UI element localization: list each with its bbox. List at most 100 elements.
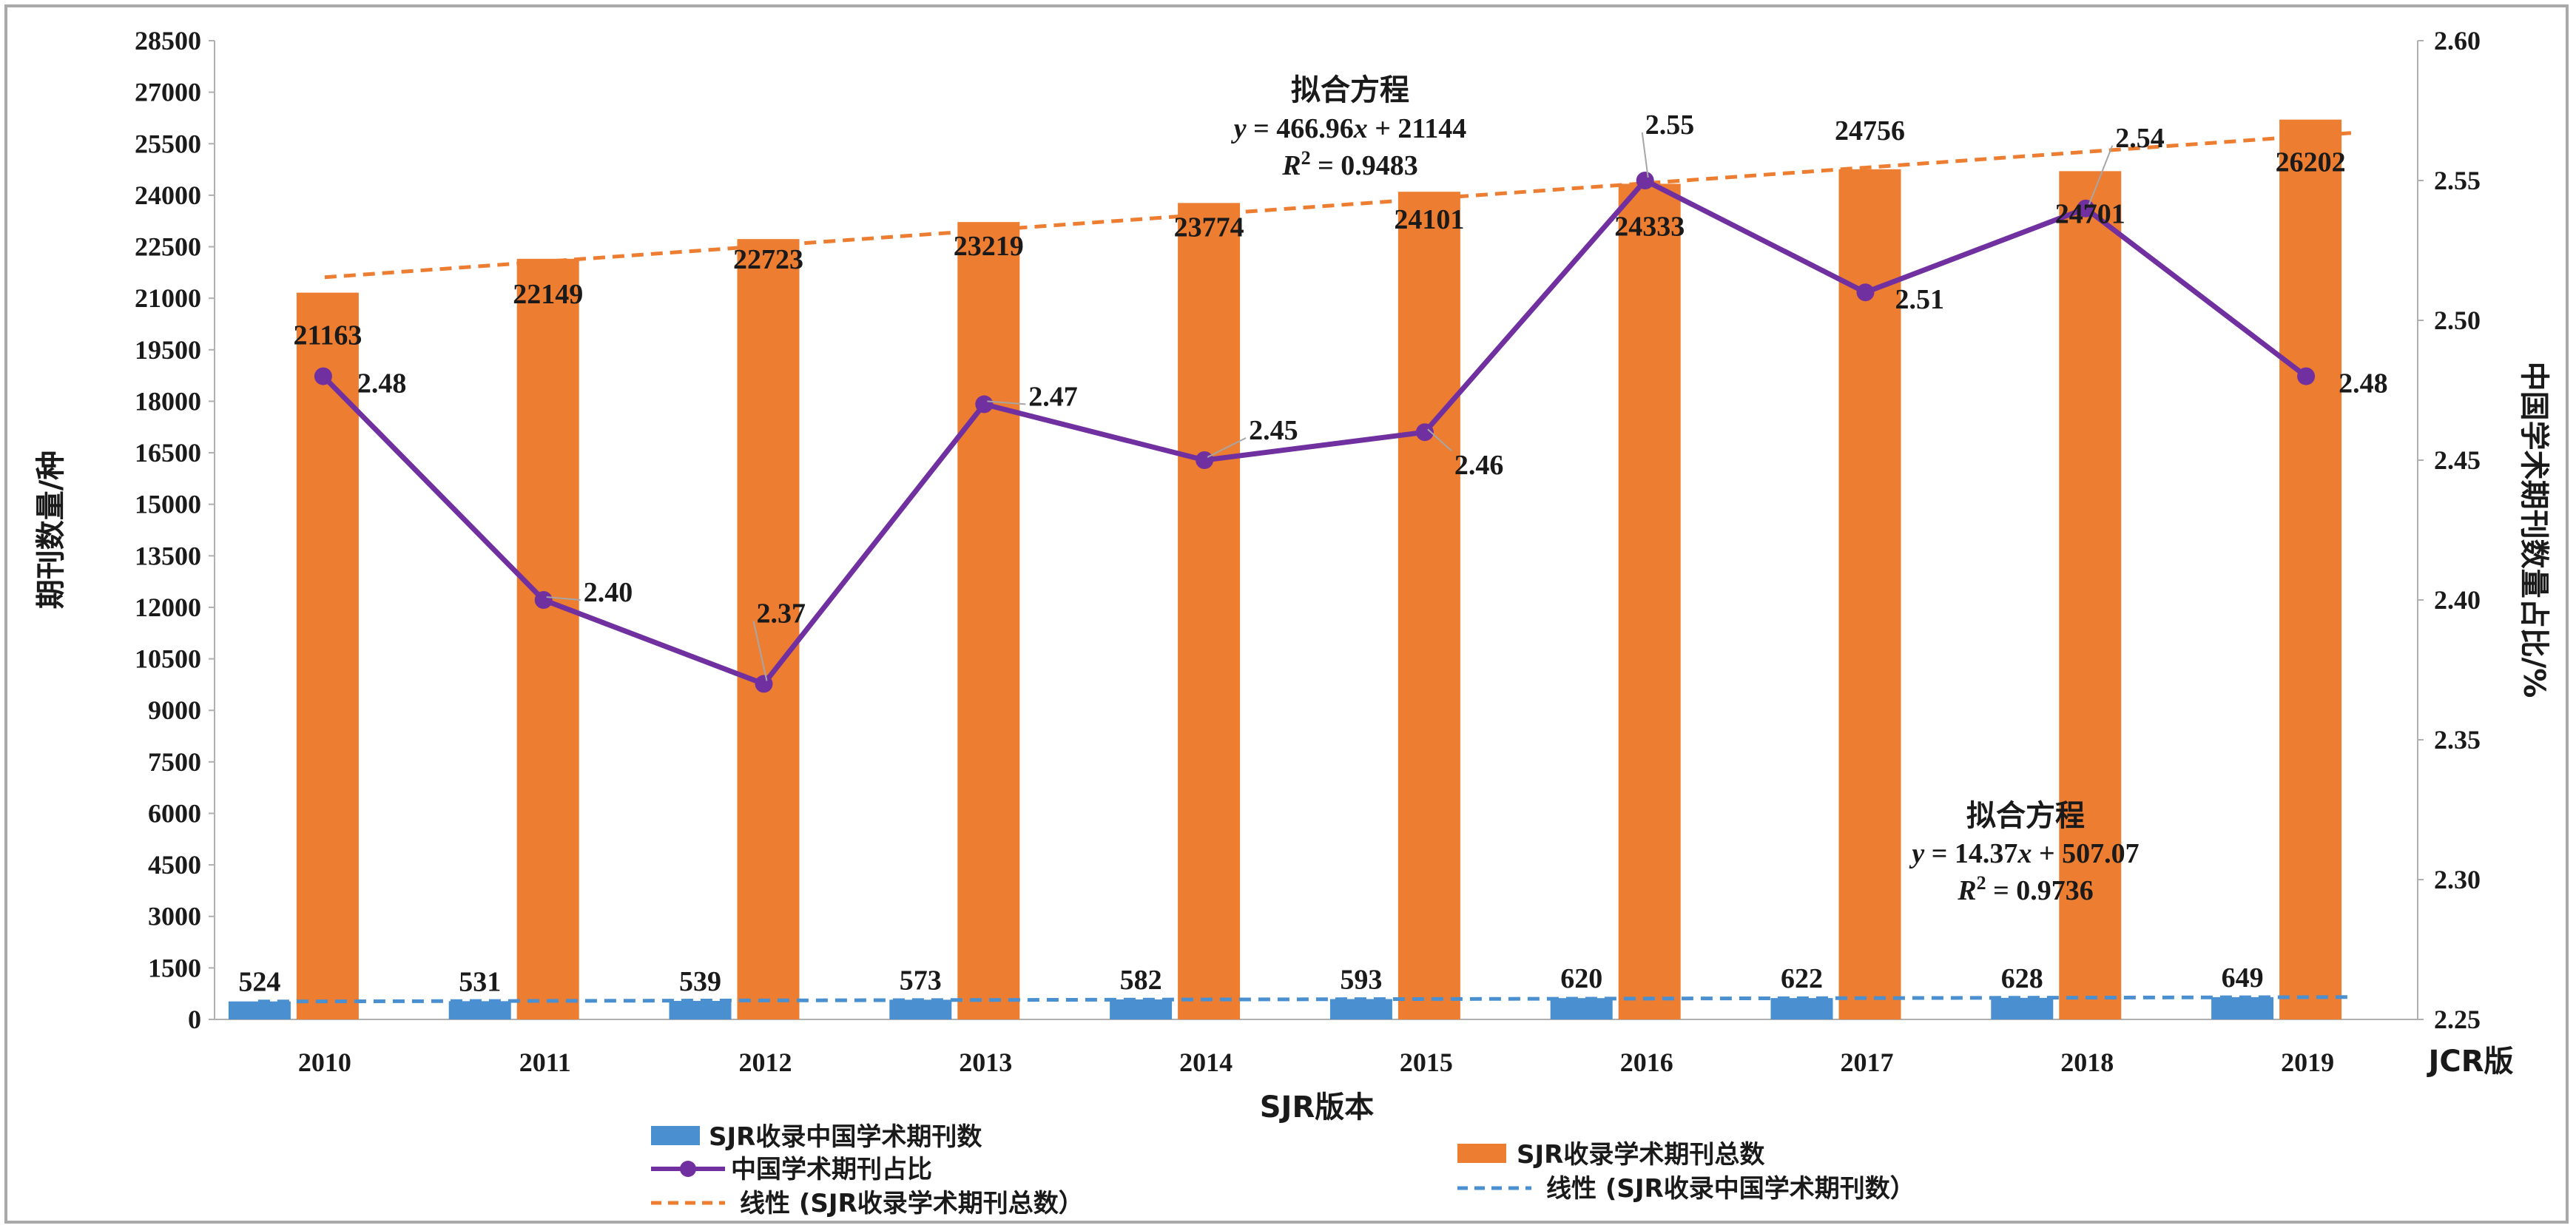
bar-china — [1770, 998, 1833, 1019]
y-tick-label: 16500 — [135, 438, 201, 468]
x-tick-label: 2015 — [1400, 1048, 1453, 1077]
y2-tick-label: 2.50 — [2434, 306, 2481, 335]
y-tick-label: 28500 — [135, 26, 201, 55]
data-label-ratio: 2.48 — [357, 368, 407, 399]
china-fit-annotation: 拟合方程 y = 14.37x + 507.07 R2 = 0.9736 — [1909, 799, 2139, 906]
y-axis-title: 期刊数量/种 — [34, 451, 68, 610]
y2-tick-label: 2.25 — [2434, 1005, 2481, 1034]
data-label-ratio: 2.54 — [2115, 123, 2165, 154]
x-tick-label: 2010 — [298, 1048, 351, 1077]
legend: SJR收录中国学术期刊数 中国学术期刊占比 线性 (SJR收录学术期刊总数） S… — [651, 1122, 1915, 1218]
y-tick-label: 21000 — [135, 283, 201, 313]
legend-label-china-bar: SJR收录中国学术期刊数 — [709, 1122, 982, 1152]
china-fit-r2: R2 = 0.9736 — [1957, 872, 2094, 906]
ratio-point — [1636, 172, 1654, 189]
trend-line-total — [324, 131, 2353, 280]
y-tick-label: 27000 — [135, 78, 201, 107]
data-label-total: 22723 — [733, 244, 803, 275]
ratio-leader-line — [1641, 132, 1649, 178]
data-label-total: 24333 — [1614, 211, 1685, 242]
trend-line-china — [257, 995, 2353, 1004]
ratio-point — [975, 395, 994, 414]
data-label-total: 24101 — [1394, 204, 1464, 235]
ratio-point — [314, 367, 332, 385]
y2-tick-label: 2.60 — [2434, 26, 2481, 55]
bar-total — [1838, 169, 1901, 1019]
data-label-total: 26202 — [2276, 147, 2346, 178]
bar-china — [228, 1001, 291, 1019]
total-fit-title: 拟合方程 — [1291, 73, 1409, 107]
ratio-point — [1196, 451, 1214, 469]
bar-china — [448, 1001, 511, 1019]
y-tick-label: 24000 — [135, 181, 201, 210]
x-tick-label: 2011 — [519, 1048, 571, 1077]
bar-china — [1550, 998, 1613, 1019]
ratio-point — [755, 675, 773, 693]
ratio-leader-line — [546, 596, 581, 601]
bar-total — [516, 258, 579, 1020]
data-label-china: 593 — [1340, 964, 1382, 995]
legend-label-total-trend: 线性 (SJR收录学术期刊总数） — [740, 1189, 1084, 1218]
y2-tick-label: 2.35 — [2434, 725, 2481, 755]
bar-total — [737, 239, 800, 1019]
y-tick-label: 13500 — [135, 541, 201, 570]
y-tick-label: 7500 — [148, 747, 201, 777]
x-tick-label: 2019 — [2281, 1048, 2334, 1077]
ratio-point — [2297, 367, 2316, 385]
y2-axis-title: 中国学术期刊数量占比/% — [2517, 362, 2551, 698]
bar-total — [2059, 171, 2122, 1020]
y-tick-label: 6000 — [148, 798, 201, 828]
x-tick-label: 2012 — [739, 1048, 792, 1077]
y-tick-label: 10500 — [135, 644, 201, 674]
bar-total — [1178, 203, 1241, 1020]
bar-china — [1329, 999, 1392, 1019]
y-tick-label: 19500 — [135, 335, 201, 365]
y-tick-label: 18000 — [135, 386, 201, 416]
total-fit-r2: R2 = 0.9483 — [1281, 147, 1418, 181]
bar-china — [1991, 997, 2054, 1019]
ratio-leader-line — [1427, 428, 1452, 451]
data-label-ratio: 2.55 — [1645, 109, 1695, 141]
ratio-leader-line — [2088, 145, 2114, 206]
ratio-point — [534, 591, 553, 609]
ratio-line — [321, 177, 2308, 687]
data-label-china: 622 — [1781, 963, 1823, 994]
legend-item-china-bar: SJR收录中国学术期刊数 — [651, 1122, 982, 1152]
data-label-ratio: 2.40 — [584, 577, 633, 608]
y-tick-label: 4500 — [148, 850, 201, 880]
data-label-ratio: 2.45 — [1249, 415, 1298, 446]
legend-swatch-total-bar — [1457, 1144, 1506, 1163]
legend-label-total-bar: SJR收录学术期刊总数 — [1517, 1140, 1764, 1170]
data-label-total: 22149 — [513, 279, 583, 310]
legend-item-total-trend: 线性 (SJR收录学术期刊总数） — [651, 1189, 1084, 1218]
y-tick-label: 3000 — [148, 902, 201, 931]
data-label-total: 23219 — [954, 231, 1024, 262]
ratio-leader-line — [752, 621, 768, 681]
data-label-ratio: 2.51 — [1895, 284, 1945, 315]
bar-total — [1397, 192, 1460, 1020]
y2-tick-label: 2.30 — [2434, 865, 2481, 894]
data-label-china: 649 — [2222, 962, 2264, 994]
total-fit-equation: y = 466.96x + 21144 — [1231, 113, 1467, 144]
y2-tick-label: 2.55 — [2434, 166, 2481, 195]
y-tick-label: 0 — [188, 1005, 201, 1034]
china-fit-equation: y = 14.37x + 507.07 — [1909, 838, 2139, 869]
bar-total — [957, 222, 1020, 1020]
ratio-point — [2077, 199, 2095, 217]
legend-item-ratio-line: 中国学术期刊占比 — [651, 1155, 932, 1184]
data-label-ratio: 2.46 — [1454, 450, 1504, 481]
total-fit-annotation: 拟合方程 y = 466.96x + 21144 R2 = 0.9483 — [1231, 73, 1467, 181]
x-tick-label: 2014 — [1179, 1048, 1233, 1077]
y-tick-label: 1500 — [148, 953, 201, 982]
y-tick-label: 25500 — [135, 129, 201, 158]
x-axis-title: SJR版本 — [1260, 1090, 1375, 1124]
x2-axis-title: JCR版 — [2426, 1045, 2513, 1079]
data-label-china: 582 — [1120, 965, 1162, 996]
data-label-total: 24701 — [2055, 198, 2125, 229]
y-tick-label: 15000 — [135, 490, 201, 519]
bar-china — [889, 999, 952, 1019]
data-label-ratio: 2.48 — [2339, 368, 2388, 399]
bar-total — [296, 292, 359, 1019]
china-fit-title: 拟合方程 — [1966, 799, 2085, 833]
